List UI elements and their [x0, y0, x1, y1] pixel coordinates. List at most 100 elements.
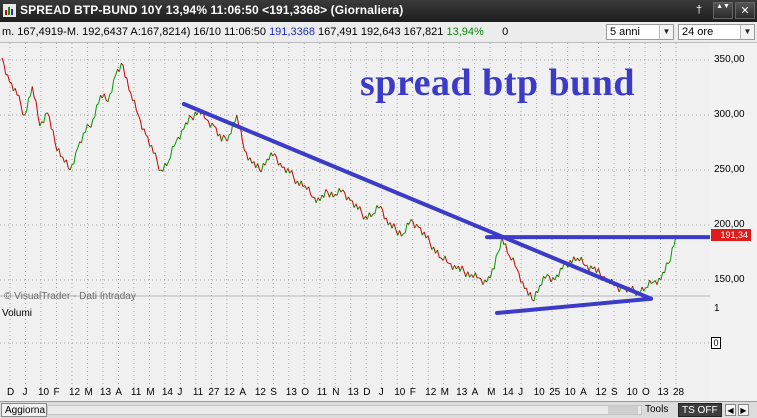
price-series-segment	[537, 285, 541, 293]
time-axis-tick: J	[378, 387, 384, 398]
time-axis-tick: 13	[285, 387, 297, 398]
price-series-segment	[671, 245, 675, 249]
price-series-segment	[236, 114, 240, 126]
time-axis-tick: 28	[673, 387, 685, 398]
price-series-segment	[423, 231, 427, 239]
price-series-segment	[54, 142, 58, 151]
time-axis-tick: 12	[223, 387, 235, 398]
time-scrollbar[interactable]	[47, 405, 642, 415]
trendline-2	[495, 296, 654, 315]
price-series-segment	[323, 189, 327, 198]
price-series-segment	[366, 212, 370, 220]
chart-canvas[interactable]	[0, 43, 710, 400]
price-series-segment	[9, 81, 12, 84]
price-series-segment	[7, 74, 11, 83]
price-series-segment	[20, 105, 24, 115]
interval-select-value: 24 ore	[682, 26, 714, 38]
price-series-segment	[480, 278, 484, 285]
time-axis-tick: S	[270, 387, 277, 398]
price-series-segment	[207, 120, 211, 128]
pin-icon[interactable]: †	[695, 4, 703, 16]
time-axis-tick: F	[53, 387, 60, 398]
price-series-segment	[315, 197, 319, 203]
chevron-down-icon[interactable]: ▼	[659, 25, 673, 39]
price-series-segment	[533, 291, 537, 302]
close-icon[interactable]: ✕	[735, 2, 755, 19]
price-series-segment	[122, 65, 126, 78]
price-series-segment	[92, 116, 96, 120]
price-series-segment	[389, 222, 393, 229]
price-series-segment	[329, 191, 332, 198]
price-series-segment	[419, 227, 423, 236]
time-axis-tick: 14	[502, 387, 514, 398]
time-axis-tick: 11	[192, 387, 204, 398]
price-series-segment	[590, 265, 594, 270]
price-series-segment	[454, 265, 457, 270]
price-series-segment	[10, 82, 14, 92]
price-series-segment	[24, 111, 28, 116]
price-series-segment	[493, 255, 497, 270]
price-series-segment	[393, 223, 397, 230]
time-axis-tick: 10	[533, 387, 545, 398]
price-series-segment	[240, 127, 243, 142]
scroll-arrows-icon[interactable]: ▲▼	[713, 2, 733, 19]
price-series-segment	[586, 265, 590, 272]
price-series-segment	[380, 206, 383, 211]
price-series-segment	[649, 279, 652, 284]
quote-summary: m. 167,4919-M. 192,6437 A:167,8214) 16/1…	[2, 26, 508, 38]
time-axis-tick: A	[115, 387, 123, 398]
price-series-segment	[429, 242, 433, 250]
time-axis-tick: 12	[68, 387, 81, 398]
time-axis-tick: J	[177, 387, 183, 398]
scroll-left-icon[interactable]: ◀	[725, 404, 736, 416]
price-series-segment	[376, 205, 380, 209]
price-series-segment	[168, 157, 171, 162]
price-series-segment	[234, 114, 238, 123]
price-series-segment	[582, 263, 586, 267]
price-series-segment	[65, 159, 69, 169]
window-titlebar: SPREAD BTP-BUND 10Y 13,94% 11:06:50 <191…	[0, 0, 757, 22]
price-series-segment	[643, 287, 647, 292]
ts-off-button[interactable]: TS OFF	[678, 403, 722, 417]
price-series-segment	[348, 196, 351, 202]
price-series-segment	[274, 153, 277, 158]
quote-volume: 0	[502, 26, 509, 38]
price-series-segment	[189, 115, 192, 118]
price-series-segment	[385, 217, 389, 226]
price-series-segment	[588, 265, 592, 272]
chevron-down-icon[interactable]: ▼	[740, 25, 754, 39]
scroll-right-icon[interactable]: ▶	[738, 404, 749, 416]
price-series-segment	[192, 112, 196, 121]
tools-button[interactable]: Tools	[645, 404, 669, 415]
price-series-segment	[187, 115, 190, 125]
update-button[interactable]: Aggiorna	[1, 403, 47, 417]
price-series-segment	[113, 75, 117, 80]
price-series-segment	[283, 166, 287, 174]
price-series-segment	[75, 147, 79, 153]
price-series-segment	[641, 286, 645, 292]
price-series-segment	[120, 62, 124, 66]
price-chart[interactable]: 350,00 300,00 250,00 200,00 150,00 spread bt…	[0, 43, 757, 400]
price-series-segment	[37, 116, 41, 127]
interval-select[interactable]: 24 ore ▼	[678, 24, 755, 40]
scrollbar-thumb[interactable]	[608, 406, 638, 414]
chart-annotation: spread btp bund	[360, 62, 636, 104]
time-axis-tick: 13	[99, 387, 112, 398]
price-series-segment	[58, 148, 62, 157]
price-series-segment	[436, 249, 440, 258]
price-series-segment	[77, 141, 81, 149]
price-series-segment	[94, 104, 98, 118]
price-series-segment	[656, 278, 660, 285]
price-series-segment	[226, 134, 230, 142]
price-series-segment	[489, 268, 493, 279]
price-series-segment	[505, 243, 508, 254]
price-series-segment	[474, 272, 478, 279]
time-axis-tick: N	[332, 387, 340, 398]
price-series-segment	[554, 274, 558, 281]
time-axis-tick: 27	[208, 387, 220, 398]
price-series-segment	[330, 191, 334, 198]
price-series-segment	[215, 127, 219, 137]
quote-last: 191,3368	[269, 26, 315, 38]
time-axis-tick: 12	[254, 387, 266, 398]
period-select[interactable]: 5 anni ▼	[606, 24, 674, 40]
